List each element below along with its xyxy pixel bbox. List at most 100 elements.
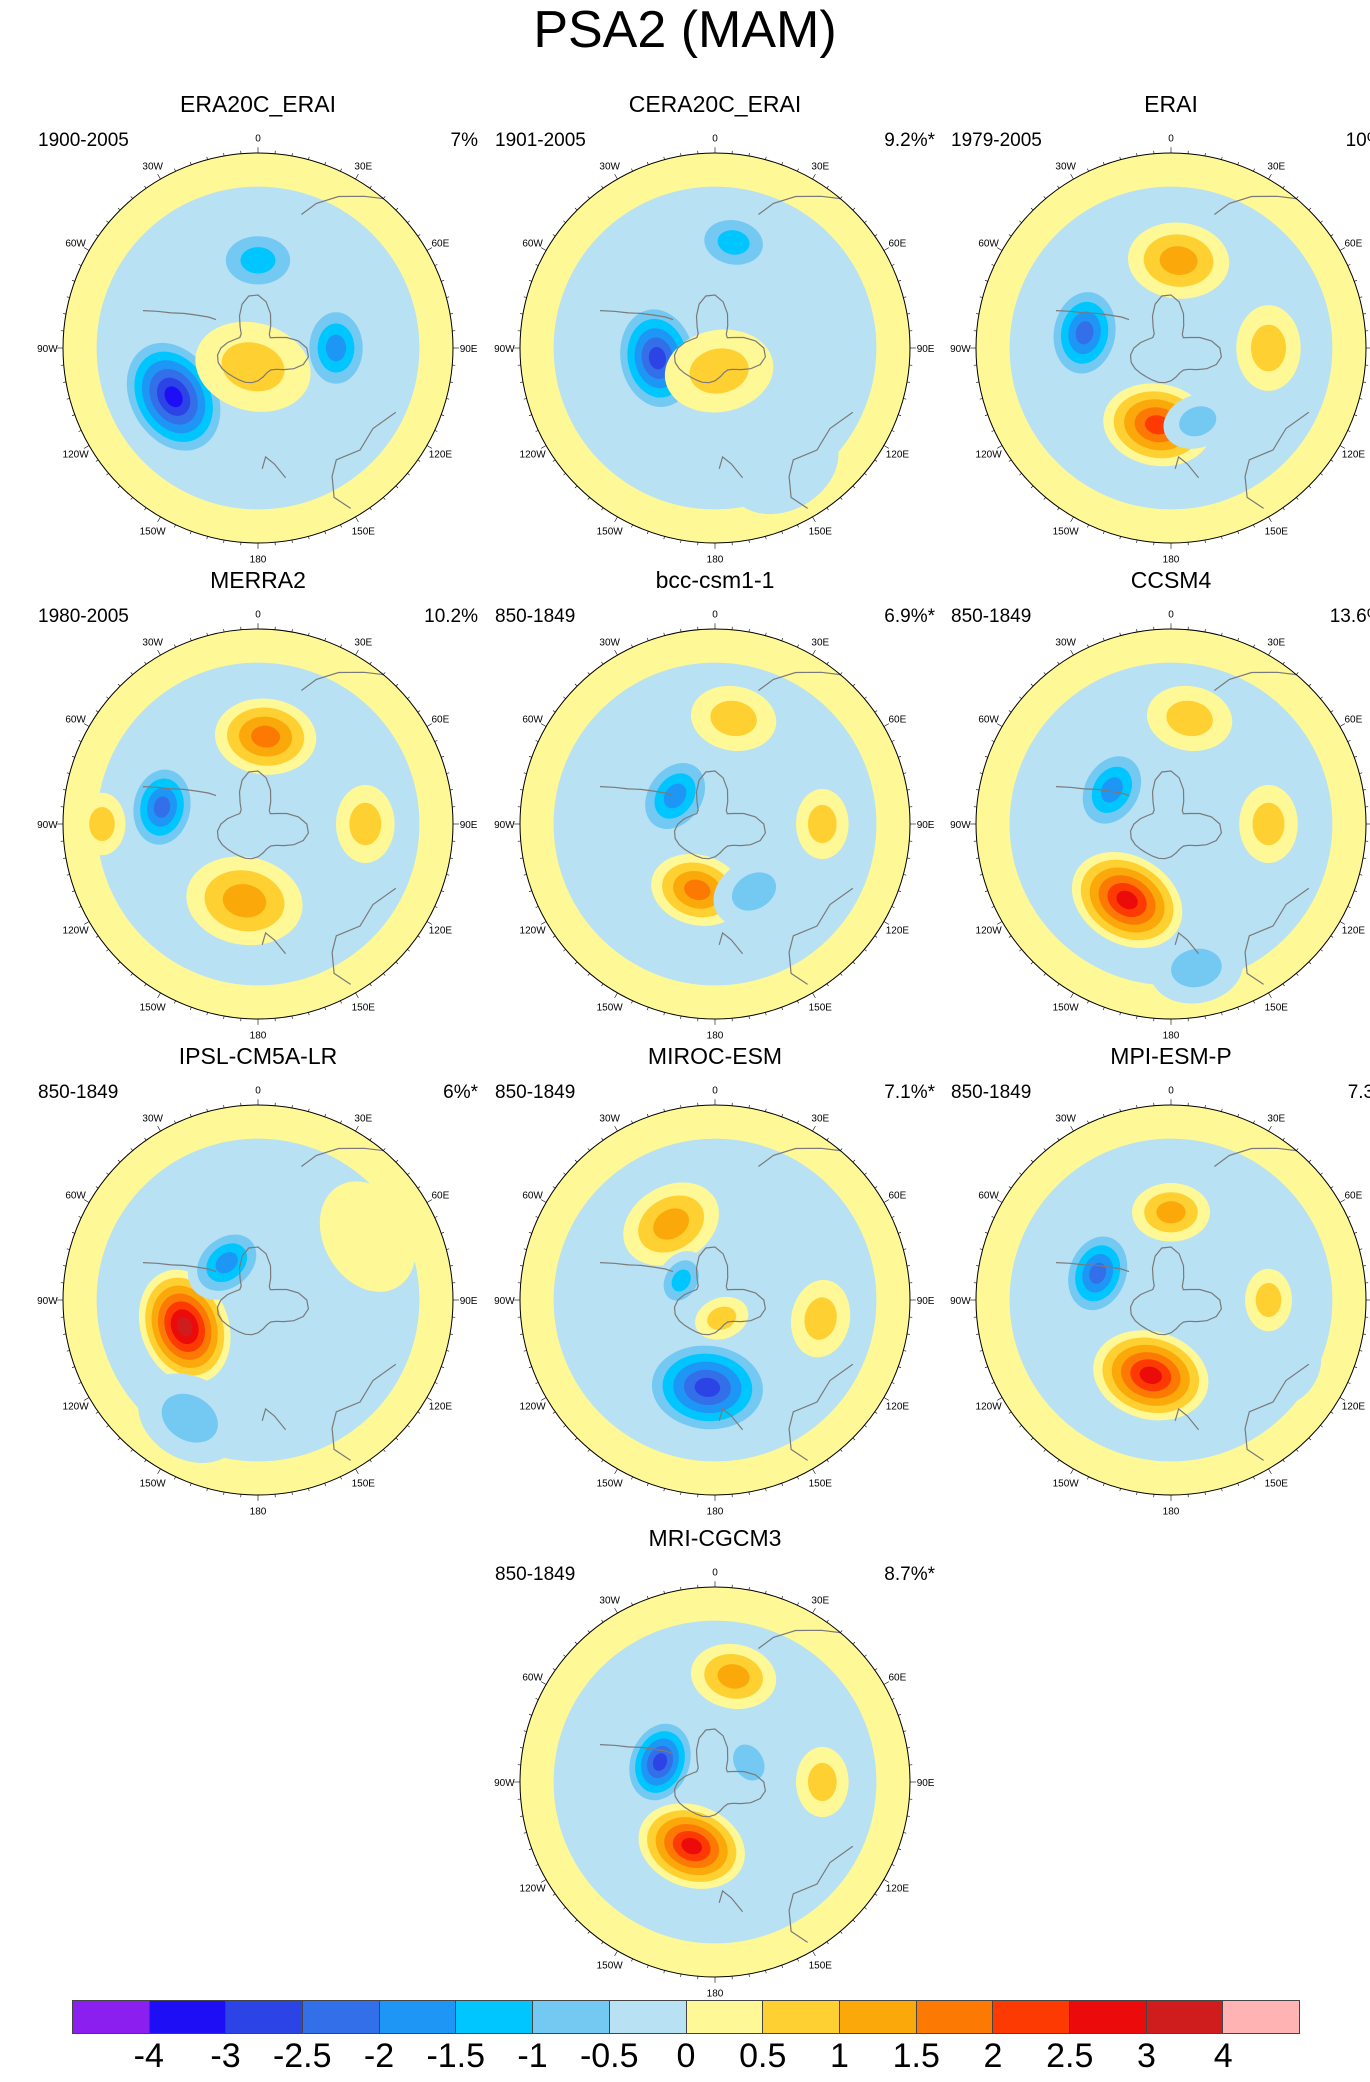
polar-map: 0 30E 60E 90E 120E 150E 180 150W 120W 90W 60W 30W bbox=[37, 609, 478, 1041]
lon-tick bbox=[291, 539, 293, 543]
lon-tick bbox=[324, 1113, 326, 1117]
lon-tick bbox=[552, 1668, 556, 1671]
panel-variance: 7% bbox=[450, 130, 478, 151]
lon-tick bbox=[840, 196, 843, 199]
lon-tick bbox=[355, 1468, 359, 1475]
lon-tick bbox=[587, 497, 590, 500]
panel-variance: 13.6%* bbox=[1329, 606, 1370, 627]
lon-label: 120E bbox=[886, 1883, 910, 1894]
lon-tick bbox=[574, 683, 578, 687]
lon-label: 30E bbox=[1267, 1114, 1285, 1125]
lon-tick bbox=[614, 1950, 618, 1957]
coastline bbox=[216, 294, 310, 384]
lon-tick bbox=[1119, 1108, 1121, 1112]
lon-tick bbox=[523, 296, 527, 298]
lon-tick bbox=[1330, 1411, 1334, 1414]
lon-tick bbox=[407, 949, 410, 952]
map-panel: ERA20C_ERAI 1900-2005 7% 0 30E 60E 90E 120E 1… bbox=[37, 91, 478, 568]
map-field bbox=[976, 1105, 1366, 1495]
lon-tick bbox=[852, 485, 856, 489]
panel-variance: 8.7%* bbox=[884, 1564, 935, 1585]
lon-tick bbox=[840, 497, 843, 500]
coastline bbox=[1174, 931, 1200, 955]
lon-tick bbox=[308, 156, 310, 160]
lon-tick bbox=[449, 857, 453, 859]
lon-tick bbox=[174, 1000, 176, 1004]
lon-tick bbox=[291, 1105, 293, 1109]
lon-tick bbox=[797, 1602, 799, 1606]
colorbar-swatch bbox=[73, 2001, 150, 2033]
lon-tick bbox=[1308, 207, 1312, 211]
lon-tick bbox=[144, 1137, 147, 1141]
lon-tick bbox=[748, 629, 750, 633]
lon-tick bbox=[1354, 890, 1358, 892]
lon-tick bbox=[898, 1714, 902, 1716]
lon-tick bbox=[840, 1931, 843, 1934]
lon-tick bbox=[1008, 710, 1012, 713]
lon-label: 180 bbox=[250, 1507, 267, 1518]
lon-tick bbox=[552, 1186, 556, 1189]
lon-label: 0 bbox=[255, 133, 261, 144]
lon-tick bbox=[1221, 1108, 1223, 1112]
lon-tick bbox=[680, 153, 682, 157]
lon-label: 120W bbox=[976, 925, 1003, 936]
lon-label: 30E bbox=[811, 162, 829, 173]
anomaly-contour bbox=[161, 1393, 218, 1443]
anomaly-contour bbox=[1116, 890, 1138, 910]
map-field bbox=[63, 629, 453, 1019]
lon-tick bbox=[369, 983, 372, 987]
lon-tick bbox=[106, 1425, 109, 1428]
lon-tick bbox=[883, 445, 890, 449]
lon-tick bbox=[552, 935, 556, 938]
lon-tick bbox=[587, 672, 590, 675]
lon-tick bbox=[441, 756, 445, 758]
lon-tick bbox=[157, 992, 161, 999]
lon-tick bbox=[520, 1265, 524, 1267]
lon-tick bbox=[563, 696, 566, 699]
lon-tick bbox=[663, 1012, 665, 1016]
lon-tick bbox=[1103, 1007, 1105, 1011]
lon-tick bbox=[1119, 1488, 1121, 1492]
lon-label: 120E bbox=[886, 1401, 910, 1412]
lon-tick bbox=[535, 1864, 539, 1866]
coastline bbox=[758, 671, 841, 691]
lon-tick bbox=[106, 1172, 109, 1175]
lon-tick bbox=[552, 1411, 556, 1414]
lon-label: 120W bbox=[976, 1401, 1003, 1412]
coastline bbox=[216, 770, 310, 860]
lon-tick bbox=[891, 1864, 895, 1866]
lon-tick bbox=[223, 629, 225, 633]
lon-tick bbox=[144, 661, 147, 665]
lon-tick bbox=[563, 473, 566, 476]
lon-tick bbox=[441, 890, 445, 892]
anomaly-contour bbox=[652, 1753, 668, 1771]
map-field bbox=[520, 629, 910, 1019]
lon-label: 60W bbox=[65, 1191, 86, 1202]
lon-tick bbox=[1008, 935, 1012, 938]
lon-tick bbox=[906, 1747, 910, 1749]
lon-tick bbox=[520, 1333, 524, 1335]
lon-tick bbox=[883, 723, 890, 727]
lon-tick bbox=[144, 1459, 147, 1463]
lon-tick bbox=[1359, 398, 1363, 400]
lon-tick bbox=[117, 961, 121, 965]
lon-tick bbox=[1330, 1186, 1334, 1189]
lon-tick bbox=[826, 1459, 829, 1463]
anomaly-contour bbox=[1159, 246, 1198, 275]
lon-tick bbox=[83, 723, 90, 727]
lon-label: 150E bbox=[1265, 1478, 1289, 1489]
coastline bbox=[673, 294, 767, 384]
lon-label: 120E bbox=[429, 449, 453, 460]
lon-tick bbox=[1103, 637, 1105, 641]
lon-tick bbox=[528, 1232, 532, 1234]
lon-tick bbox=[765, 1012, 767, 1016]
lon-tick bbox=[903, 1350, 907, 1352]
lon-tick bbox=[206, 632, 208, 636]
lon-tick bbox=[407, 1425, 410, 1428]
lon-tick bbox=[83, 1397, 90, 1401]
colorbar-label: -1 bbox=[517, 2037, 548, 2075]
lon-label: 0 bbox=[712, 609, 718, 620]
lon-tick bbox=[1204, 153, 1206, 157]
map-outer-band bbox=[520, 1587, 910, 1977]
lon-tick bbox=[1019, 473, 1022, 476]
